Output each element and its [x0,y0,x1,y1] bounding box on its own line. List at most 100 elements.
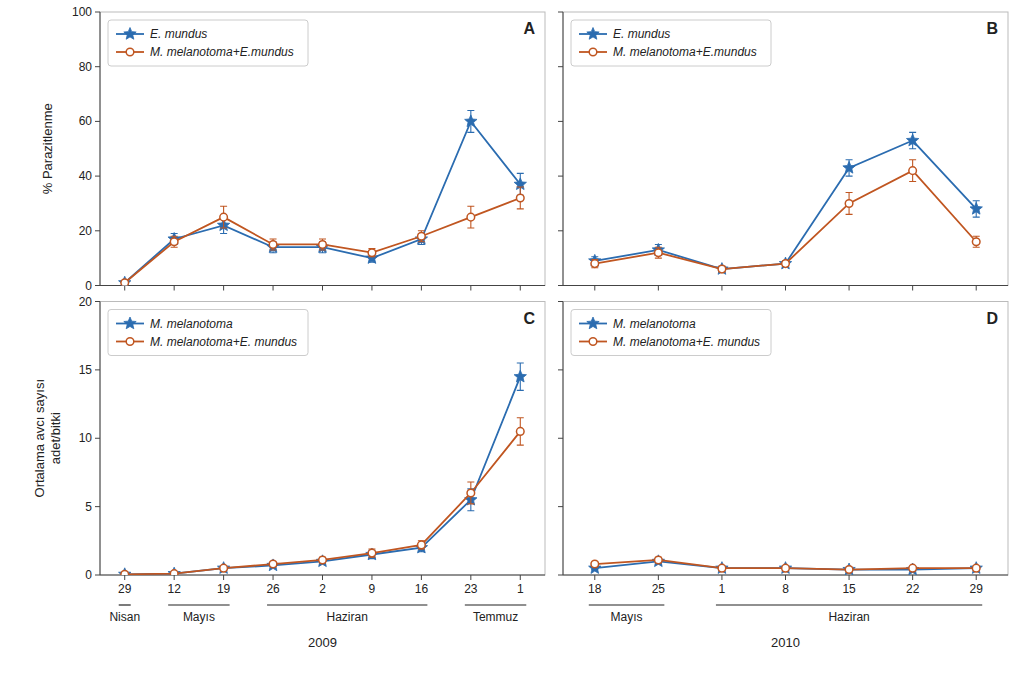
legend-box [571,20,771,66]
series-line [595,171,976,269]
y-axis-label-line: Ortalama avcı sayısı [32,379,47,497]
x-tick [849,575,850,580]
panel: 05101520291219262916231Ortalama avcı say… [32,295,545,651]
x-tick [470,286,471,291]
point [119,568,131,575]
plot-frame [100,12,545,286]
point [217,562,229,574]
legend-marker [126,338,134,346]
series [589,132,983,274]
point [514,370,526,382]
point [220,564,228,572]
y-tick [95,506,100,507]
error-bar [517,418,524,445]
legend-label: M. melanotoma+E. mundus [613,335,760,349]
x-tick-label: 22 [906,582,920,596]
y-tick-label: 0 [85,568,92,582]
legend: M. melanotomaM. melanotoma+E. mundus [571,310,771,356]
point [269,241,277,249]
legend-label: M. melanotoma+E.mundus [613,45,757,59]
x-tick-label: 23 [464,582,478,596]
legend: M. melanotomaM. melanotoma+E. mundus [108,310,308,356]
group-underline [119,604,131,605]
x-tick [594,575,595,580]
page: {"chart_data": [ {"type": "line", "annot… [0,0,1023,687]
legend-marker [124,317,136,329]
point [845,566,853,574]
series [119,110,527,285]
point [909,564,917,572]
legend: E. mundusM. melanotoma+E.mundus [108,20,308,66]
point [119,276,131,285]
error-bar [467,206,474,228]
figure: 020406080100% ParazitlenmeAE. mundusM. m… [0,0,1023,687]
x-tick [658,575,659,580]
x-tick [976,575,977,580]
series [591,556,980,573]
panel-label: C [523,310,535,327]
legend-box [108,310,308,356]
series-line [125,121,521,282]
group-underline [589,604,665,605]
point [718,265,726,273]
x-tick [124,286,125,291]
series [121,187,524,285]
x-axis: 182518152229 [563,575,1008,596]
y-tick [558,12,563,13]
y-axis [558,12,563,286]
panel-label: A [523,20,535,37]
y-tick [95,230,100,231]
y-tick [558,575,563,576]
x-tick [174,286,175,291]
x-tick-label: 15 [842,582,856,596]
error-bar [319,239,326,250]
panel: 020406080100% ParazitlenmeAE. mundusM. m… [40,5,545,293]
x-tick [421,286,422,291]
point [845,200,853,208]
point [267,559,279,571]
legend-marker [587,317,599,329]
point [467,489,475,497]
plot-area [119,363,527,575]
y-tick [95,176,100,177]
point [366,548,378,560]
x-tick [912,575,913,580]
y-tick-label: 20 [79,295,93,309]
x-tick-label: 16 [415,582,429,596]
group-label: Haziran [327,610,368,624]
y-axis-label-line: % Parazitlenme [40,103,55,194]
y-tick-label: 80 [79,60,93,74]
x-tick [594,286,595,291]
point [716,562,728,574]
y-tick [95,66,100,67]
y-tick-label: 20 [79,224,93,238]
y-tick-label: 15 [79,363,93,377]
legend-label: M. melanotoma [150,317,233,331]
error-bar [973,236,980,247]
x-tick-label: 9 [369,582,376,596]
group-label: Haziran [828,610,869,624]
x-tick-label: 25 [652,582,666,596]
legend-label: E. mundus [150,27,207,41]
point [319,556,327,564]
point [970,202,982,214]
y-tick [95,285,100,286]
y-tick [95,121,100,122]
error-bar [220,206,227,228]
y-tick [558,66,563,67]
series-line [125,377,521,575]
point [972,564,980,572]
point [716,263,728,275]
point [652,555,664,567]
x-tick [785,286,786,291]
y-axis: 05101520 [79,295,100,583]
panel-label: D [986,310,998,327]
y-tick [558,121,563,122]
y-axis-label: Ortalama avcı sayısıadet/bitki [32,379,63,497]
legend-marker [589,48,597,56]
plot-area [589,132,983,274]
x-tick [976,286,977,291]
series [589,555,983,575]
x-tick [721,575,722,580]
y-tick-label: 60 [79,114,93,128]
